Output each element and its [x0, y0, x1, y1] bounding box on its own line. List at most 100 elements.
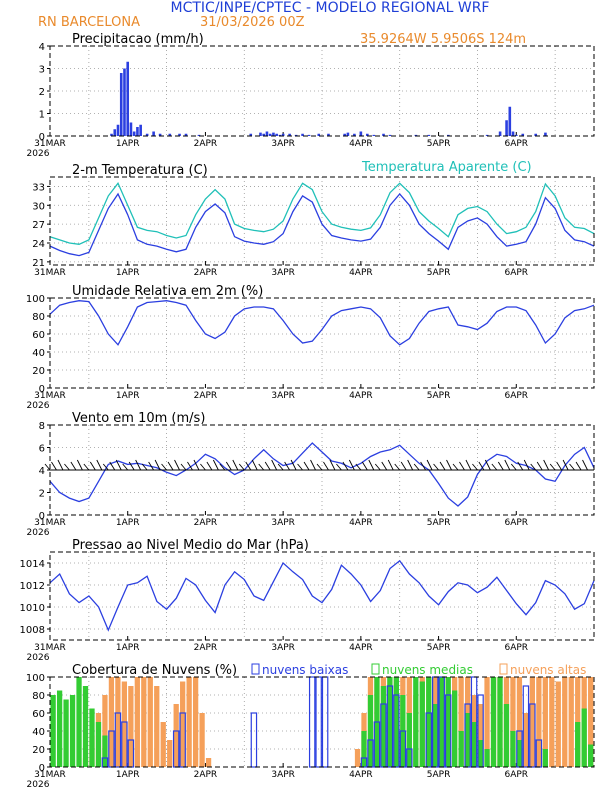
cloud-bar-green [588, 744, 594, 767]
x-day-label: 2APR [194, 268, 218, 278]
x-day-label: 3APR [271, 268, 295, 278]
precip-bar [275, 133, 278, 136]
cloud-bar-green [56, 690, 63, 767]
x-day-label: 4APR [349, 770, 373, 780]
wind-barb [174, 459, 180, 471]
y-tick-label: 33 [32, 182, 45, 193]
wind-barb [193, 459, 200, 471]
x-day-label: 1APR [116, 518, 140, 528]
wind-barb [83, 463, 90, 471]
x-day-label: 31MAR [34, 391, 66, 401]
y-tick-label: 60 [32, 709, 45, 720]
y-tick-label: 24 [32, 239, 45, 250]
wind-barb [484, 459, 491, 471]
cloud-bar-green [477, 740, 484, 767]
cloud-bar-green [439, 677, 445, 767]
y-tick-label: 40 [32, 348, 45, 359]
y-tick-label: 0 [39, 511, 45, 522]
wind-barb [238, 463, 245, 471]
wind-barb [530, 463, 537, 471]
wind-barb [491, 463, 498, 471]
wind-barb [569, 463, 575, 471]
x-day-label: 31MAR [34, 139, 66, 149]
wind-barb [115, 459, 122, 471]
y-tick-label: 1008 [20, 625, 45, 636]
cloud-bar-orange [542, 677, 548, 767]
precip-bar [498, 131, 502, 136]
wind-barb [232, 459, 239, 471]
cloud-bar-orange [128, 686, 134, 767]
x-year-label: 2026 [27, 653, 50, 663]
precip-bar [126, 61, 130, 136]
cloud-bar-green [406, 713, 412, 767]
wind-barb [102, 463, 109, 471]
cloud-bar-blue [425, 712, 432, 768]
cloud-bar-orange [458, 677, 464, 767]
cloud-bar-green [426, 677, 432, 767]
wind-barb [361, 461, 368, 471]
x-day-label: 6APR [504, 518, 528, 528]
pressure-title: Pressao ao Nivel Medio do Mar (hPa) [72, 538, 309, 553]
humidity-title: Umidade Relativa em 2m (%) [72, 284, 263, 299]
cloud-bar-orange [102, 695, 108, 767]
cloud-bar-green [503, 704, 510, 767]
cloud-bar-orange [205, 758, 212, 767]
y-tick-label: 1012 [20, 581, 45, 592]
precip-bar [544, 132, 547, 136]
run-label: 31/03/2026 00Z [200, 15, 305, 30]
x-day-label: 1APR [116, 770, 140, 780]
x-day-label: 6APR [504, 391, 528, 401]
cloud-bar-orange [141, 677, 147, 767]
cloud-bar-green [510, 731, 516, 767]
x-day-label: 5APR [427, 391, 451, 401]
wind-barb [575, 461, 582, 471]
precip-bar [511, 131, 515, 136]
cloud-bar-orange [549, 677, 555, 767]
y-tick-label: 0 [39, 132, 45, 143]
wind-barb [459, 461, 465, 471]
precip-bar [388, 134, 392, 136]
cloud-bar-blue [529, 703, 536, 768]
precip-bar [534, 133, 538, 136]
x-year-label: 2026 [27, 149, 50, 159]
cloud-bar-blue [179, 712, 186, 768]
wind-barb [141, 463, 148, 471]
wind-barb [89, 461, 96, 471]
cloud-legend-label: nuvens baixas [262, 663, 348, 677]
x-day-label: 1APR [116, 643, 140, 653]
cloud-bar-green [50, 695, 56, 767]
x-day-label: 31MAR [34, 268, 66, 278]
wind-barb [549, 463, 556, 471]
precip-bar [152, 131, 155, 136]
wind-barb [543, 459, 550, 471]
precip-bar [366, 133, 369, 136]
precip-bar [317, 133, 321, 136]
wind-barb [148, 461, 155, 471]
precip-bar [514, 134, 518, 136]
cloud-legend-swatch [251, 663, 260, 675]
precip-bar [265, 131, 269, 136]
temperature-line-blue [49, 192, 595, 257]
cloud-bar-orange [115, 677, 121, 767]
wind-barb [297, 463, 303, 471]
cloud-bar-orange [173, 704, 179, 767]
cloud-bar-orange [160, 722, 166, 767]
panel-frame [49, 424, 595, 516]
wind-barb [76, 459, 83, 471]
wind-barb [407, 459, 414, 471]
cloud-bar-orange [134, 677, 140, 767]
cloud-bar-green [452, 690, 458, 767]
precip-title: Precipitacao (mm/h) [72, 32, 204, 47]
cloud-bar-green [458, 731, 464, 767]
cloud-bar-orange [516, 677, 523, 767]
precip-bar [346, 132, 350, 136]
cloud-bar-blue [386, 685, 394, 768]
precip-bar [132, 131, 136, 136]
x-day-label: 4APR [349, 139, 373, 149]
wind-barb [536, 461, 543, 471]
cloud-bar-orange [186, 677, 192, 767]
wind-barb [323, 461, 329, 471]
wind-barb [219, 463, 226, 471]
cloud-bar-orange [562, 677, 568, 767]
